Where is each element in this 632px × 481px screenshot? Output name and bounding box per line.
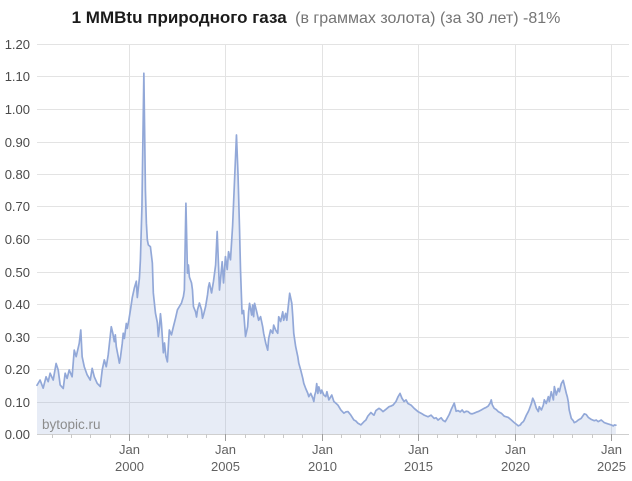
y-axis-label: 0.10 — [5, 395, 30, 410]
y-axis-label: 0.40 — [5, 297, 30, 312]
x-axis-label-year: 2000 — [115, 459, 144, 474]
x-axis-label-year: 2005 — [211, 459, 240, 474]
x-axis-label-year: 2010 — [308, 459, 337, 474]
x-axis-label-month: Jan — [119, 442, 140, 457]
chart-title-suffix: (в граммах золота) (за 30 лет) -81% — [295, 10, 561, 27]
y-axis-label: 0.20 — [5, 362, 30, 377]
x-axis-label-year: 2020 — [501, 459, 530, 474]
series-area — [36, 72, 617, 434]
y-axis-label: 0.50 — [5, 265, 30, 280]
watermark: bytopic.ru — [42, 417, 101, 432]
gridlines — [37, 44, 629, 435]
y-axis-label: 0.70 — [5, 199, 30, 214]
axis-labels: 0.00 0.10 0.20 0.30 0.40 0.50 0.60 0.70 0.80 0.90… — [5, 37, 626, 474]
x-axis-label-month: Jan — [601, 442, 622, 457]
x-axis-label-month: Jan — [505, 442, 526, 457]
y-axis-label: 0.00 — [5, 427, 30, 442]
x-axis-label-month: Jan — [312, 442, 333, 457]
chart-title: 1 MMBtu природного газа (в граммах золот… — [0, 8, 632, 28]
y-axis-label: 1.00 — [5, 102, 30, 117]
y-axis-label: 0.90 — [5, 135, 30, 150]
x-axis-label-year: 2015 — [404, 459, 433, 474]
y-axis-label: 0.60 — [5, 232, 30, 247]
y-axis-label: 0.80 — [5, 167, 30, 182]
y-axis-label: 0.30 — [5, 330, 30, 345]
chart-title-main: 1 MMBtu природного газа — [71, 8, 287, 27]
y-axis-label: 1.20 — [5, 37, 30, 52]
y-axis-label: 1.10 — [5, 69, 30, 84]
series-fill — [37, 73, 616, 434]
x-axis-label-month: Jan — [408, 442, 429, 457]
x-axis-label-month: Jan — [215, 442, 236, 457]
axis-ticks — [52, 434, 612, 441]
series-line — [36, 72, 617, 427]
x-axis-label-year: 2025 — [597, 459, 626, 474]
